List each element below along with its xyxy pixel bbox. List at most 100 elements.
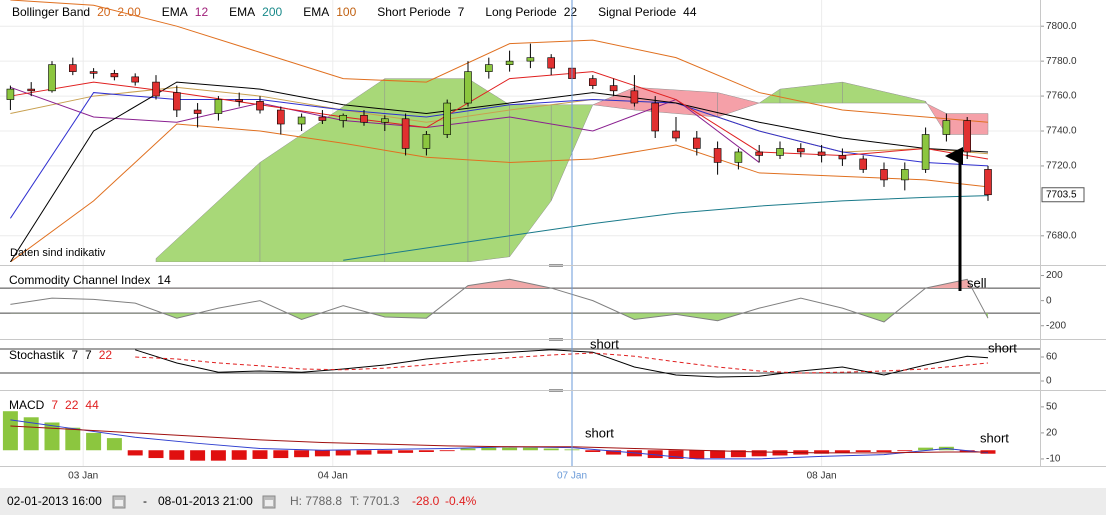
histogram-bar bbox=[876, 450, 892, 452]
y-tick-label: 7740.0 bbox=[1046, 126, 1077, 137]
title-part: 44 bbox=[683, 5, 697, 19]
histogram-bar bbox=[252, 450, 268, 459]
histogram-bar bbox=[127, 450, 143, 456]
title-part: Bollinger Band bbox=[12, 5, 90, 19]
change: -28.0 bbox=[412, 494, 440, 508]
histogram-bar bbox=[710, 450, 726, 459]
title-part: EMA bbox=[229, 5, 255, 19]
status-background bbox=[0, 488, 1106, 515]
annotation: short bbox=[585, 425, 614, 440]
candle-body bbox=[318, 116, 327, 121]
x-tick-label: 04 Jan bbox=[318, 471, 348, 482]
histogram-bar bbox=[148, 450, 164, 459]
histogram-bar bbox=[814, 450, 830, 454]
title-part: 200 bbox=[262, 5, 282, 19]
change-pct: -0.4% bbox=[445, 494, 477, 508]
candle-body bbox=[547, 57, 556, 69]
histogram-bar bbox=[918, 447, 934, 451]
candle-body bbox=[152, 81, 160, 97]
candle-body bbox=[588, 78, 597, 86]
annotation: short bbox=[980, 430, 1009, 445]
candle-body bbox=[89, 71, 98, 74]
note: Daten sind indikativ bbox=[10, 247, 106, 259]
background bbox=[0, 0, 1106, 488]
series-line bbox=[10, 0, 989, 123]
candle-body bbox=[963, 120, 972, 153]
histogram-bar bbox=[418, 450, 434, 452]
panel bbox=[2, 411, 996, 461]
histogram-bar bbox=[377, 450, 393, 454]
histogram-bar bbox=[460, 448, 476, 451]
candle-body bbox=[256, 101, 264, 111]
histogram-bar bbox=[668, 450, 684, 459]
annotation: short bbox=[590, 336, 619, 351]
date-to: 08-01-2013 21:00 bbox=[158, 494, 253, 508]
title-part: EMA bbox=[303, 5, 329, 19]
y-tick-label: 0 bbox=[1046, 295, 1052, 306]
histogram-bar bbox=[855, 450, 871, 452]
cloud-segment bbox=[259, 78, 386, 262]
histogram-bar bbox=[169, 450, 185, 460]
histogram-bar bbox=[834, 450, 850, 453]
candle-body bbox=[984, 169, 992, 196]
y-tick-label: 50 bbox=[1046, 402, 1058, 413]
y-tick-label: 7800.0 bbox=[1046, 21, 1077, 32]
histogram-bar bbox=[543, 448, 559, 451]
y-tick-label: 200 bbox=[1046, 270, 1063, 281]
panel bbox=[0, 278, 1040, 323]
separators bbox=[0, 0, 1106, 467]
y-tick-label: 7720.0 bbox=[1046, 161, 1077, 172]
histogram-bar bbox=[294, 450, 310, 458]
series-line bbox=[343, 195, 989, 261]
histogram-bar bbox=[751, 450, 767, 457]
histogram-bar bbox=[23, 417, 39, 451]
title-part: 2.00 bbox=[117, 5, 141, 19]
histogram-bar bbox=[106, 438, 122, 451]
candle-body bbox=[380, 118, 389, 123]
histogram-bar bbox=[772, 450, 788, 456]
x-tick-label: 07 Jan bbox=[557, 471, 587, 482]
title-part: 7 bbox=[71, 348, 78, 362]
histogram-bar bbox=[897, 450, 913, 452]
title-part: 22 bbox=[564, 5, 578, 19]
candle-body bbox=[880, 169, 888, 181]
series-line bbox=[9, 81, 989, 262]
title-part: Stochastik bbox=[9, 348, 65, 362]
candle-body bbox=[505, 60, 514, 65]
histogram-bar bbox=[231, 450, 247, 460]
y-tick-label: 7760.0 bbox=[1046, 91, 1077, 102]
resize-grip[interactable] bbox=[549, 264, 563, 392]
title-part: 22 bbox=[99, 348, 113, 362]
histogram-bar bbox=[730, 450, 746, 458]
histogram-bar bbox=[647, 450, 663, 459]
status-bar: 02-01-2013 16:00 - 08-01-2013 21:00 H: 7… bbox=[0, 488, 1106, 515]
histogram-bar bbox=[2, 411, 18, 451]
title-part: 14 bbox=[157, 273, 171, 287]
title-part: 20 bbox=[97, 5, 111, 19]
panel bbox=[6, 0, 992, 262]
candle-body bbox=[297, 116, 306, 125]
title-part: Short Periode bbox=[377, 5, 451, 19]
date-from: 02-01-2013 16:00 bbox=[7, 494, 102, 508]
y-tick-label: 7780.0 bbox=[1046, 56, 1077, 67]
cloud-segment bbox=[384, 78, 469, 262]
histogram-bar bbox=[190, 450, 206, 461]
candle-body bbox=[27, 88, 36, 92]
histogram-bar bbox=[314, 450, 330, 457]
candle-body bbox=[48, 64, 56, 92]
calendar-icon[interactable] bbox=[112, 495, 126, 509]
histogram-bar bbox=[606, 450, 622, 455]
candle-body bbox=[609, 85, 618, 92]
title-part: Long Periode bbox=[485, 5, 557, 19]
calendar-icon[interactable] bbox=[262, 495, 276, 509]
y-tick-label: 7680.0 bbox=[1046, 230, 1077, 241]
histogram-bar bbox=[689, 450, 705, 459]
histogram-bar bbox=[398, 450, 414, 453]
series-line bbox=[10, 123, 989, 262]
candle-body bbox=[526, 57, 535, 62]
y-tick-label: -200 bbox=[1046, 320, 1066, 331]
title-part: Commodity Channel Index bbox=[9, 273, 150, 287]
series-line bbox=[10, 425, 988, 454]
candle-body bbox=[630, 90, 639, 104]
last-price-label: 7703.5 bbox=[1046, 189, 1077, 200]
